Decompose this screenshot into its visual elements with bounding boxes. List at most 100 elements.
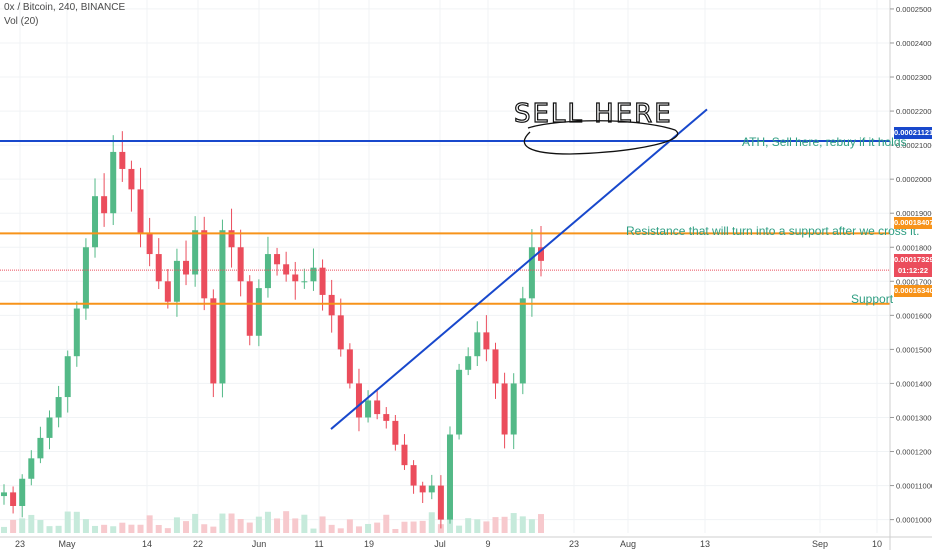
candle-body — [55, 397, 62, 418]
volume-bar — [519, 516, 526, 533]
volume-bar — [110, 526, 117, 533]
price-tick-label: 0.00012000 — [896, 448, 932, 457]
candle-body — [510, 383, 517, 435]
candle-body — [437, 485, 444, 520]
candle-body — [46, 417, 53, 438]
horizontal-levels — [0, 139, 890, 305]
volume-bar — [437, 524, 444, 533]
candle-body — [456, 369, 463, 435]
price-tick-label: 0.00017000 — [896, 277, 932, 286]
volume-bar — [192, 513, 199, 533]
candle-body — [292, 274, 299, 282]
time-tick-label: 13 — [700, 539, 710, 549]
volume-bar — [64, 511, 71, 533]
candle-body — [246, 281, 253, 336]
candle-body — [164, 281, 171, 302]
candle-body — [410, 465, 417, 486]
candle-body — [401, 444, 408, 466]
price-tick-label: 0.00025000 — [896, 5, 932, 14]
candle-body — [474, 332, 481, 357]
volume-bar — [237, 519, 244, 533]
candle-body — [255, 288, 262, 336]
sell-here-sketch: SELL HERE — [513, 98, 679, 155]
volume-bar — [164, 528, 171, 533]
volume-bar — [328, 524, 335, 533]
candle-body — [128, 168, 135, 190]
candle-body — [301, 281, 308, 283]
price-axis[interactable]: 0.00010000 0.00011000 0.00012000 0.00013000… — [889, 0, 932, 550]
volume-bar — [483, 521, 490, 533]
volume-bar — [374, 522, 381, 533]
candle-body — [173, 260, 180, 302]
time-tick-label: 23 — [15, 539, 25, 549]
volume-bar — [410, 521, 417, 533]
candle-body — [146, 233, 153, 255]
volume-bar — [456, 525, 463, 533]
volume-bar — [492, 517, 499, 533]
volume-bar — [101, 524, 108, 533]
volume-bar — [346, 519, 353, 533]
volume-bar — [319, 516, 326, 533]
time-axis[interactable]: 23 May 14 22 Jun 11 19 Jul 9 23 Aug 13 Sep 10 — [0, 536, 932, 549]
candle-body — [501, 383, 508, 435]
volume-bar — [501, 516, 508, 533]
time-tick-label: May — [58, 539, 76, 549]
volume-bar — [201, 524, 208, 533]
candle-body — [228, 230, 235, 248]
candle-body — [183, 260, 190, 275]
candle-body — [64, 356, 71, 398]
candle-body — [82, 247, 89, 309]
volume-bar — [73, 511, 80, 533]
ath-price-tag: 0.00021121 — [894, 127, 932, 139]
candle-body — [137, 189, 144, 234]
volume-bar — [538, 514, 544, 533]
price-tick-label: 0.00022000 — [896, 107, 932, 116]
volume-bar — [119, 522, 126, 533]
time-tick-label: 11 — [314, 539, 323, 549]
candle-body — [483, 332, 490, 350]
time-tick-label: 22 — [193, 539, 203, 549]
trend-line[interactable] — [330, 108, 708, 430]
volume-legend: Vol (20) — [4, 16, 39, 27]
volume-bar — [28, 514, 35, 533]
candle-body — [92, 196, 99, 248]
time-tick-label: 9 — [485, 539, 490, 549]
candle-body — [201, 230, 208, 299]
candle-body — [528, 247, 535, 299]
candle-body — [219, 230, 226, 384]
time-tick-label: 23 — [569, 539, 579, 549]
candle-body — [310, 267, 317, 282]
volume-bar — [510, 513, 517, 533]
candle-body — [465, 356, 472, 370]
volume-bar — [137, 524, 144, 533]
volume-bar — [365, 523, 372, 533]
candle-body — [519, 298, 526, 384]
price-tick-label: 0.00023000 — [896, 73, 932, 82]
candle-body — [10, 492, 17, 506]
candle-body — [328, 294, 335, 316]
price-tick-label: 0.00021000 — [896, 141, 932, 150]
support-annotation: Support — [851, 292, 894, 306]
candle-body — [446, 434, 453, 520]
volume-bar — [401, 521, 408, 533]
volume-bar — [392, 528, 399, 533]
volume-bar — [10, 519, 17, 533]
volume-bar — [82, 519, 89, 533]
price-tick-label: 0.00018000 — [896, 243, 932, 252]
candle-body — [319, 267, 326, 295]
candle-body — [1, 492, 7, 497]
price-tick-label: 0.00016000 — [896, 311, 932, 320]
ath-annotation: ATH, Sell here, rebuy if it holds — [742, 135, 907, 149]
candle-body — [73, 308, 80, 357]
volume-bar — [46, 526, 53, 533]
time-tick-label: Sep — [812, 539, 828, 549]
chart-grid — [0, 0, 890, 533]
volume-bar — [274, 518, 281, 533]
time-tick-label: 14 — [142, 539, 152, 549]
candle-body — [264, 254, 271, 289]
volume-bars — [1, 511, 544, 533]
support-price-tag: 0.00016340 — [894, 285, 932, 297]
volume-bar — [337, 528, 344, 533]
time-tick-label: Jun — [252, 539, 267, 549]
